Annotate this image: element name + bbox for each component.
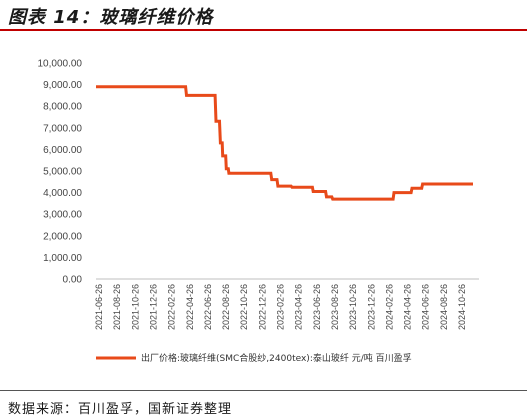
y-tick-label: 2,000.00 — [43, 231, 82, 242]
legend-label: 出厂价格:玻璃纤维(SMC合股纱,2400tex):泰山玻纤 元/吨 百川盈孚 — [141, 352, 412, 364]
x-tick-label: 2022-08-26 — [221, 284, 231, 330]
series-layer — [96, 85, 473, 201]
x-tick-label: 2021-10-26 — [130, 284, 140, 330]
y-tick-label: 10,000.00 — [38, 59, 83, 70]
y-tick-label: 4,000.00 — [43, 188, 82, 199]
y-axis: 0.00 1,000.00 2,000.00 3,000.00 4,000.00 5,00… — [38, 59, 83, 286]
figure-title: 图表 14：玻璃纤维价格 — [8, 7, 214, 28]
y-tick-label: 5,000.00 — [43, 167, 82, 178]
x-tick-label: 2024-04-26 — [403, 284, 413, 330]
x-tick-label: 2024-02-26 — [384, 284, 394, 330]
y-tick-label: 9,000.00 — [43, 80, 82, 91]
x-tick-label: 2021-12-26 — [148, 284, 158, 330]
y-tick-label: 7,000.00 — [43, 123, 82, 134]
footer-divider — [0, 390, 527, 391]
x-tick-label: 2022-04-26 — [185, 284, 195, 330]
x-tick-label: 2022-10-26 — [239, 284, 249, 330]
y-tick-label: 0.00 — [63, 275, 83, 286]
x-tick-label: 2024-08-26 — [439, 284, 449, 330]
x-tick-label: 2022-12-26 — [257, 284, 267, 330]
x-tick-label: 2023-02-26 — [276, 284, 286, 330]
legend: 出厂价格:玻璃纤维(SMC合股纱,2400tex):泰山玻纤 元/吨 百川盈孚 — [96, 352, 412, 364]
y-tick-label: 3,000.00 — [43, 210, 82, 221]
x-tick-label: 2023-12-26 — [366, 284, 376, 330]
x-tick-label: 2023-04-26 — [294, 284, 304, 330]
x-tick-label: 2023-08-26 — [330, 284, 340, 330]
y-tick-label: 8,000.00 — [43, 102, 82, 113]
x-tick-label: 2022-02-26 — [167, 284, 177, 330]
x-tick-label: 2021-08-26 — [112, 284, 122, 330]
y-tick-label: 1,000.00 — [43, 253, 82, 264]
source-note: 数据来源：百川盈孚，国新证券整理 — [8, 402, 233, 417]
title-divider — [0, 29, 527, 31]
price-line-chart: 0.00 1,000.00 2,000.00 3,000.00 4,000.00 5,00… — [38, 59, 479, 364]
x-tick-label: 2024-10-26 — [457, 284, 467, 330]
x-tick-label: 2023-10-26 — [348, 284, 358, 330]
x-tick-label: 2021-06-26 — [94, 284, 104, 330]
figure-header: 图表 14：玻璃纤维价格 — [0, 0, 527, 31]
x-axis: 2021-06-26 2021-08-26 2021-10-26 2021-12-26… — [94, 278, 479, 330]
y-tick-label: 6,000.00 — [43, 145, 82, 156]
series-line — [96, 85, 473, 201]
x-tick-label: 2024-06-26 — [421, 284, 431, 330]
x-tick-label: 2022-06-26 — [203, 284, 213, 330]
x-tick-label: 2023-06-26 — [312, 284, 322, 330]
